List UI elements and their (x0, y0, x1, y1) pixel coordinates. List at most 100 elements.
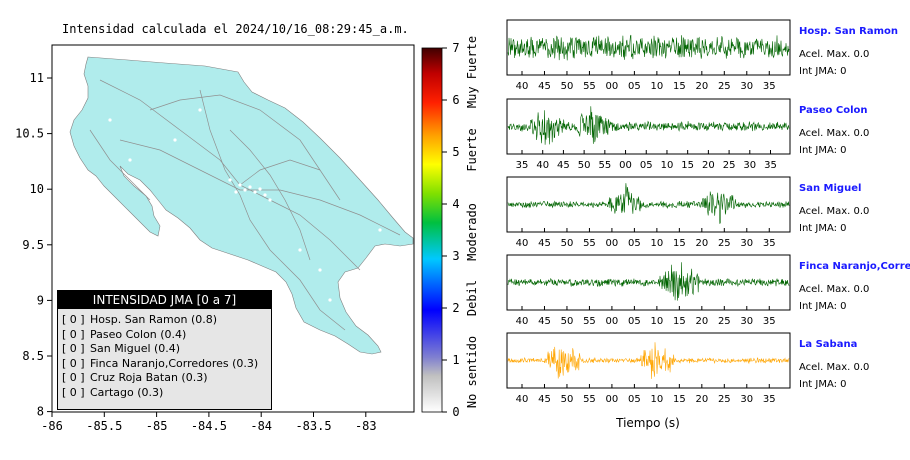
trace-tick-label: 30 (740, 81, 753, 92)
trace-tick-label: 40 (516, 394, 529, 405)
trace-tick-label: 25 (723, 160, 736, 171)
trace-tick-label: 10 (651, 81, 664, 92)
colorbar-tick-label: 2 (452, 301, 459, 315)
station-int: Int JMA: 0 (799, 66, 847, 77)
trace-tick-label: 40 (516, 316, 529, 327)
trace-tick-label: 45 (557, 160, 570, 171)
legend-item-bracket: [ 0 ] (62, 356, 85, 370)
colorbar-gradient (421, 47, 443, 413)
legend-item-bracket: [ 0 ] (62, 371, 85, 385)
trace-tick-label: 45 (538, 81, 551, 92)
waveform-trace (507, 34, 790, 61)
trace-tick-label: 30 (740, 394, 753, 405)
map-y-tick-label: 10 (30, 182, 44, 196)
legend-item-bracket: [ 0 ] (62, 342, 85, 356)
trace-tick-label: 20 (702, 160, 715, 171)
waveform-trace (507, 262, 790, 301)
map-x-tick-label: -85 (146, 419, 168, 433)
colorbar-tick-label: 3 (452, 249, 459, 263)
trace-tick-label: 10 (661, 160, 674, 171)
trace-tick-label: 20 (695, 316, 708, 327)
legend-item-bracket: [ 0 ] (62, 313, 85, 326)
trace-tick-label: 35 (763, 316, 776, 327)
trace-tick-label: 40 (516, 81, 529, 92)
station-int: Int JMA: 0 (799, 223, 847, 234)
legend-item: [ 0 ] San Miguel (0.4) (58, 342, 271, 357)
colorbar-tick-label: 4 (452, 197, 459, 211)
trace-tick-label: 55 (583, 238, 596, 249)
trace-tick-label: 00 (606, 81, 619, 92)
trace-tick-label: 00 (619, 160, 632, 171)
trace-tick-label: 30 (740, 238, 753, 249)
trace-tick-label: 25 (718, 316, 731, 327)
station-name: Hosp. San Ramon (799, 26, 898, 37)
trace-panel: 35 40 45 50 55 00 05 10 15 20 25 30 35 Paseo Colon Ace… (506, 98, 869, 171)
legend-item-text: Cruz Roja Batan (0.3) (90, 371, 208, 385)
legend-item-bracket: [ 0 ] (62, 385, 85, 399)
trace-tick-label: 05 (628, 316, 641, 327)
station-name: Paseo Colon (799, 105, 868, 116)
legend-item-text: Paseo Colon (0.4) (90, 327, 187, 341)
station-int: Int JMA: 0 (799, 145, 847, 156)
map-y-tick-label: 9 (37, 293, 44, 307)
trace-tick-label: 35 (763, 394, 776, 405)
trace-tick-label: 25 (718, 81, 731, 92)
trace-tick-label: 50 (578, 160, 591, 171)
trace-panel: 40 45 50 55 00 05 10 15 20 25 30 35 San Miguel Acel. … (506, 176, 869, 249)
trace-tick-label: 15 (673, 316, 686, 327)
map-y-tick-label: 8 (37, 405, 44, 419)
station-acel: Acel. Max. 0.0 (799, 362, 869, 373)
trace-tick-label: 50 (561, 81, 574, 92)
trace-panel: 40 45 50 55 00 05 10 15 20 25 30 35 La Sabana Acel. M… (506, 332, 869, 405)
trace-panel: 40 45 50 55 00 05 10 15 20 25 30 35 Finca Naranjo,Co… (506, 254, 910, 327)
colorbar-category-label: Muy Fuerte (465, 36, 479, 108)
trace-tick-label: 00 (606, 316, 619, 327)
map-x-tick-label: -86 (41, 419, 63, 433)
map-title: Intensidad calculada el 2024/10/16_08:29… (62, 22, 409, 36)
trace-tick-label: 20 (695, 81, 708, 92)
trace-tick-label: 10 (651, 238, 664, 249)
map-x-tick-label: -84.5 (191, 419, 227, 433)
colorbar-ticks: 0 1 2 3 4 5 6 7 (442, 41, 460, 419)
map-x-tick-label: -84 (250, 419, 272, 433)
waveform-trace (507, 183, 790, 224)
trace-tick-label: 05 (628, 394, 641, 405)
trace-tick-label: 45 (538, 238, 551, 249)
trace-tick-label: 45 (538, 316, 551, 327)
map-x-tick-label: -83 (355, 419, 377, 433)
station-acel: Acel. Max. 0.0 (799, 284, 869, 295)
station-int: Int JMA: 0 (799, 301, 847, 312)
map-y-tick-label: 8.5 (22, 349, 44, 363)
colorbar-category-label: Debil (465, 280, 479, 316)
trace-tick-label: 10 (651, 394, 664, 405)
traces-x-label: Tiempo (s) (615, 416, 680, 430)
colorbar-category-label: No sentido (465, 336, 479, 408)
trace-tick-label: 25 (718, 394, 731, 405)
map-x-tick-label: -85.5 (86, 419, 122, 433)
trace-tick-label: 55 (598, 160, 611, 171)
trace-tick-label: 35 (764, 160, 777, 171)
trace-tick-label: 00 (606, 394, 619, 405)
legend-item-bracket: [ 0 ] (62, 327, 85, 341)
trace-tick-label: 45 (538, 394, 551, 405)
trace-tick-label: 05 (628, 238, 641, 249)
trace-tick-label: 55 (583, 394, 596, 405)
station-acel: Acel. Max. 0.0 (799, 49, 869, 60)
map-y-tick-label: 10.5 (15, 127, 44, 141)
trace-tick-label: 20 (695, 394, 708, 405)
waveform-trace (507, 342, 790, 379)
trace-tick-label: 10 (651, 316, 664, 327)
trace-tick-label: 55 (583, 316, 596, 327)
waveform-trace (507, 106, 790, 145)
station-acel: Acel. Max. 0.0 (799, 206, 869, 217)
map-y-axis: 11 10.5 10 9.5 9 8.5 8 (15, 71, 52, 419)
trace-tick-label: 50 (561, 316, 574, 327)
legend-item: [ 0 ] Hosp. San Ramon (0.8) (58, 313, 271, 328)
trace-panel: 40 45 50 55 00 05 10 15 20 25 30 35 Hosp. San Ramon A… (506, 19, 898, 92)
map-y-tick-label: 11 (30, 71, 44, 85)
colorbar-category-label: Fuerte (465, 128, 479, 171)
map-x-tick-label: -83.5 (295, 419, 331, 433)
trace-tick-label: 40 (516, 238, 529, 249)
legend-item-text: Hosp. San Ramon (0.8) (90, 313, 218, 326)
